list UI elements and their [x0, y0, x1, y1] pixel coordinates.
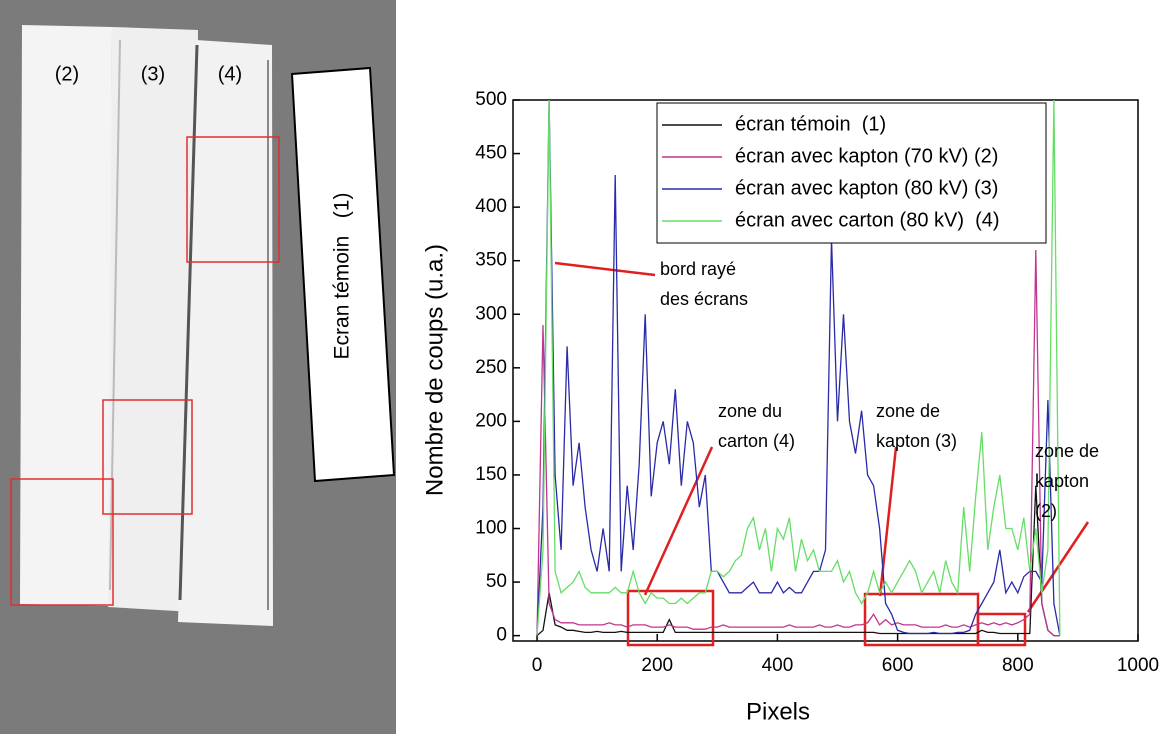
- y-tick-label: 0: [496, 625, 507, 646]
- legend-label: écran témoin (1): [735, 113, 886, 135]
- x-tick-label: 800: [1002, 655, 1034, 676]
- annotation-text: zone du: [718, 401, 782, 421]
- series-line: [536, 485, 1060, 637]
- annotation-text: zone de: [1035, 441, 1099, 461]
- annotation-arrow: [878, 446, 898, 597]
- annotation-text: (2): [1035, 501, 1057, 521]
- screen-strip: [20, 25, 112, 606]
- legend-label: écran avec carton (80 kV) (4): [735, 209, 1000, 231]
- annotation-arrow: [554, 261, 656, 277]
- screen-strip: [108, 27, 198, 612]
- series-line: [536, 100, 1061, 636]
- y-tick-label: 400: [475, 196, 507, 217]
- annotation-text: bord rayé: [660, 259, 736, 279]
- strip-label: (2): [55, 63, 79, 85]
- y-tick-label: 300: [475, 303, 507, 324]
- y-tick-label: 450: [475, 143, 507, 164]
- series-line: [536, 100, 1061, 636]
- strip-label: (4): [218, 63, 242, 85]
- annotation-box: [626, 589, 715, 647]
- series-line: [536, 249, 1060, 637]
- annotation-text: des écrans: [660, 289, 748, 309]
- x-tick-label: 0: [532, 655, 543, 676]
- y-tick-label: 500: [475, 89, 507, 110]
- y-tick-label: 250: [475, 357, 507, 378]
- x-tick-label: 600: [882, 655, 914, 676]
- annotation-text: zone de: [876, 401, 940, 421]
- zone-box: [10, 478, 114, 606]
- y-axis-title: Nombre de coups (u.a.): [421, 244, 448, 496]
- zone-box: [186, 136, 280, 263]
- zone-box: [102, 399, 193, 515]
- annotation-box: [976, 612, 1027, 647]
- plot-frame: [512, 99, 1139, 642]
- y-tick-label: 150: [475, 464, 507, 485]
- y-tick-label: 350: [475, 250, 507, 271]
- annotation-arrow: [643, 446, 714, 596]
- photo: (2) (3) (4) Ecran témoin (1): [0, 0, 396, 734]
- annotation-text: kapton: [1035, 471, 1089, 491]
- x-tick-label: 1000: [1117, 655, 1159, 676]
- strip-label: (3): [141, 63, 165, 85]
- annotation-box: [863, 592, 980, 647]
- x-tick-label: 400: [762, 655, 794, 676]
- reference-screen: [290, 66, 396, 483]
- legend-box: [656, 102, 1047, 244]
- annotation-arrow: [1026, 521, 1090, 613]
- y-tick-label: 100: [475, 518, 507, 539]
- x-tick-label: 200: [641, 655, 673, 676]
- screen-strip: [178, 40, 273, 626]
- annotation-text: carton (4): [718, 431, 795, 451]
- plot-lines: [536, 100, 1061, 637]
- legend-label: écran avec kapton (80 kV) (3): [735, 177, 998, 199]
- reference-label: Ecran témoin (1): [331, 193, 354, 360]
- x-axis-title: Pixels: [746, 698, 810, 725]
- annotation-text: kapton (3): [876, 431, 957, 451]
- legend-label: écran avec kapton (70 kV) (2): [735, 145, 998, 167]
- y-tick-label: 200: [475, 410, 507, 431]
- screen-edge: [109, 39, 121, 591]
- y-tick-label: 50: [486, 571, 507, 592]
